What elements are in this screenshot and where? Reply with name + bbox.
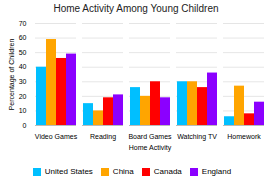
svg-text:Reading: Reading [90, 133, 116, 141]
svg-text:10: 10 [19, 107, 27, 114]
svg-text:40: 40 [19, 63, 27, 70]
svg-text:Home Activity: Home Activity [129, 144, 172, 152]
svg-text:20: 20 [19, 93, 27, 100]
svg-text:Homework: Homework [227, 133, 261, 140]
svg-text:Watching TV: Watching TV [177, 133, 217, 141]
svg-text:0: 0 [23, 122, 27, 129]
svg-text:Board Games: Board Games [128, 133, 172, 140]
svg-text:70: 70 [19, 20, 27, 27]
svg-text:60: 60 [19, 34, 27, 41]
html-text:England: England [201, 167, 232, 176]
html-text:United States: United States [44, 167, 93, 176]
svg-text:Percentage of Children: Percentage of Children [8, 39, 16, 111]
svg-text:50: 50 [19, 49, 27, 56]
html-text:Home Activity Among Young Chil: Home Activity Among Young Children [53, 3, 219, 14]
svg-text:30: 30 [19, 78, 27, 85]
html-text:Canada: Canada [153, 167, 182, 176]
html-text:China: China [112, 167, 134, 176]
svg-text:Video Games: Video Games [35, 133, 78, 140]
